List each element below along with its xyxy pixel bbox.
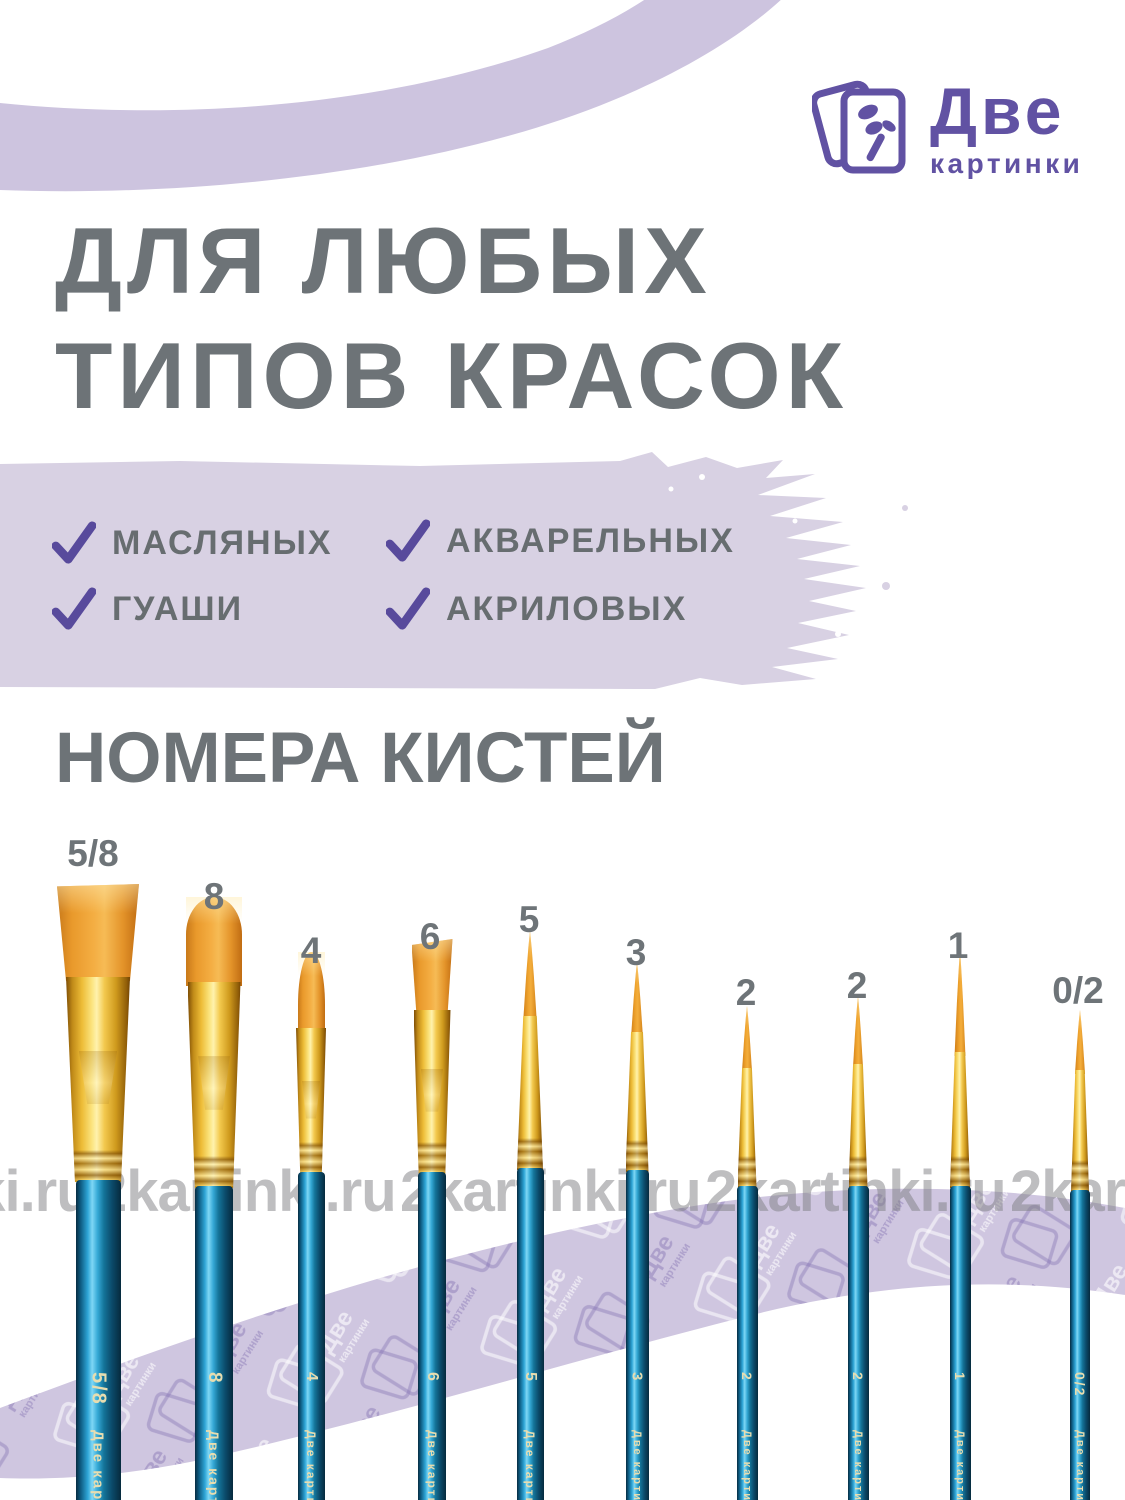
brush-size-label: 8 [203,876,225,917]
brush-ferrule [296,1028,326,1174]
brush-handle [736,1186,758,1500]
brand-name: Две [930,74,1066,148]
handle-brand-text: Две картинки [206,1430,222,1500]
brush-handle [1070,1190,1090,1500]
brush-ferrule [1071,1070,1089,1192]
handle-brand-text: Две картинки [741,1430,753,1500]
brush-handle [516,1168,544,1500]
handle-size-text: 5/8 [87,1372,110,1406]
top-swoosh-shape [0,0,781,192]
brush-ferrule [517,1016,543,1170]
handle-size-text: 8 [204,1372,225,1385]
paint-type-label: ГУАШИ [112,589,244,628]
brush-size-label: 5/8 [67,833,119,874]
brush-bristles [631,962,643,1036]
paint-type-item-watercolor: АКВАРЕЛЬНЫХ [386,519,735,563]
brush-bristles [954,950,966,1056]
paint-type-label: МАСЛЯНЫХ [112,523,333,562]
handle-brand-text: Две картинки [852,1430,864,1500]
handle-brand-text: Две картинки [523,1430,537,1500]
ferrule-crimp [950,1156,970,1186]
handle-size-text: 3 [628,1372,646,1383]
paint-type-label: АКРИЛОВЫХ [446,589,688,628]
bottom-ribbon-pattern [0,1188,1125,1479]
brush-size-label: 3 [625,932,647,973]
brush-handle [195,1186,233,1500]
handle-size-text: 2 [850,1372,866,1382]
section-title: НОМЕРА КИСТЕЙ [55,719,666,798]
checkmark-icon [52,587,96,630]
brush-handle [949,1186,971,1500]
brush-bristles [411,939,453,1014]
paint-smear-shape [0,452,866,689]
brush-bristles [297,952,325,1032]
brush-size-label: 6 [419,916,441,957]
brush-ferrule [848,1064,868,1188]
checkmark-icon [386,519,430,562]
handle-brand-text: Две картинки [1074,1430,1086,1500]
handle-brand-text: Две картинки [304,1430,318,1500]
ferrule-crimp [413,1142,451,1172]
paint-squiggle-icon [858,104,896,162]
brush-handle [847,1186,869,1500]
brush-bristles [186,897,242,986]
checkmark-icon [52,521,96,564]
brush-ferrule [187,982,241,1188]
paint-type-item-gouache: ГУАШИ [52,587,243,631]
brush-handle [297,1172,325,1500]
ferrule-crimp [296,1142,326,1172]
ferrule-crimp [187,1156,241,1186]
ferrule-crimp [1071,1160,1089,1190]
brush-size-label: 4 [300,930,322,971]
headline-line1: ДЛЯ ЛЮБЫХ [55,208,712,313]
handle-size-text: 0/2 [1072,1372,1088,1398]
ferrule-crimp [737,1156,757,1186]
brush-bristles [852,996,864,1068]
brush-ferrule [66,977,130,1182]
paint-type-item-oil: МАСЛЯНЫХ [52,521,333,565]
brand-logo-icon [812,80,906,174]
handle-size-text: 4 [303,1372,320,1383]
brush-size-label: 2 [735,972,757,1013]
handle-size-text: 2 [739,1372,755,1382]
brand-logo: Две картинки [812,72,1083,184]
ferrule-crimp [848,1156,868,1186]
brush-bristles [741,1006,753,1072]
brush-handle [75,1180,121,1500]
handle-size-text: 5 [522,1372,539,1383]
handle-size-text: 6 [424,1372,441,1383]
handle-brand-text: Две картинки [89,1430,107,1500]
brush-size-label: 0/2 [1052,970,1104,1011]
brush-handle [625,1170,649,1500]
brush-bristles [1074,1010,1086,1074]
brush-size-label: 1 [947,925,969,966]
headline-line2: ТИПОВ КРАСОК [55,322,849,428]
brush-bristles [57,884,139,981]
ferrule-crimp [625,1140,649,1170]
paint-type-label: АКВАРЕЛЬНЫХ [446,521,735,560]
handle-brand-text: Две картинки [954,1430,966,1500]
handle-brand-text: Две картинки [631,1430,643,1500]
checkmark-icon [386,587,430,630]
brush-bristles [523,931,537,1020]
handle-size-text: 1 [952,1372,968,1382]
brush-ferrule [737,1068,757,1188]
brush-ferrule [950,1052,970,1188]
brush-handle [418,1172,446,1500]
paint-type-item-acrylic: АКРИЛОВЫХ [386,587,687,631]
brush-size-label: 2 [846,965,868,1006]
ferrule-crimp [517,1138,543,1168]
headline: ДЛЯ ЛЮБЫХ ТИПОВ КРАСОК [55,204,848,433]
handle-brand-text: Две картинки [425,1430,439,1500]
brand-name-secondary: картинки [930,148,1084,179]
ferrule-crimp [66,1150,130,1180]
brush-ferrule [413,1010,451,1174]
brush-ferrule [625,1032,649,1172]
brush-size-label: 5 [518,899,540,940]
